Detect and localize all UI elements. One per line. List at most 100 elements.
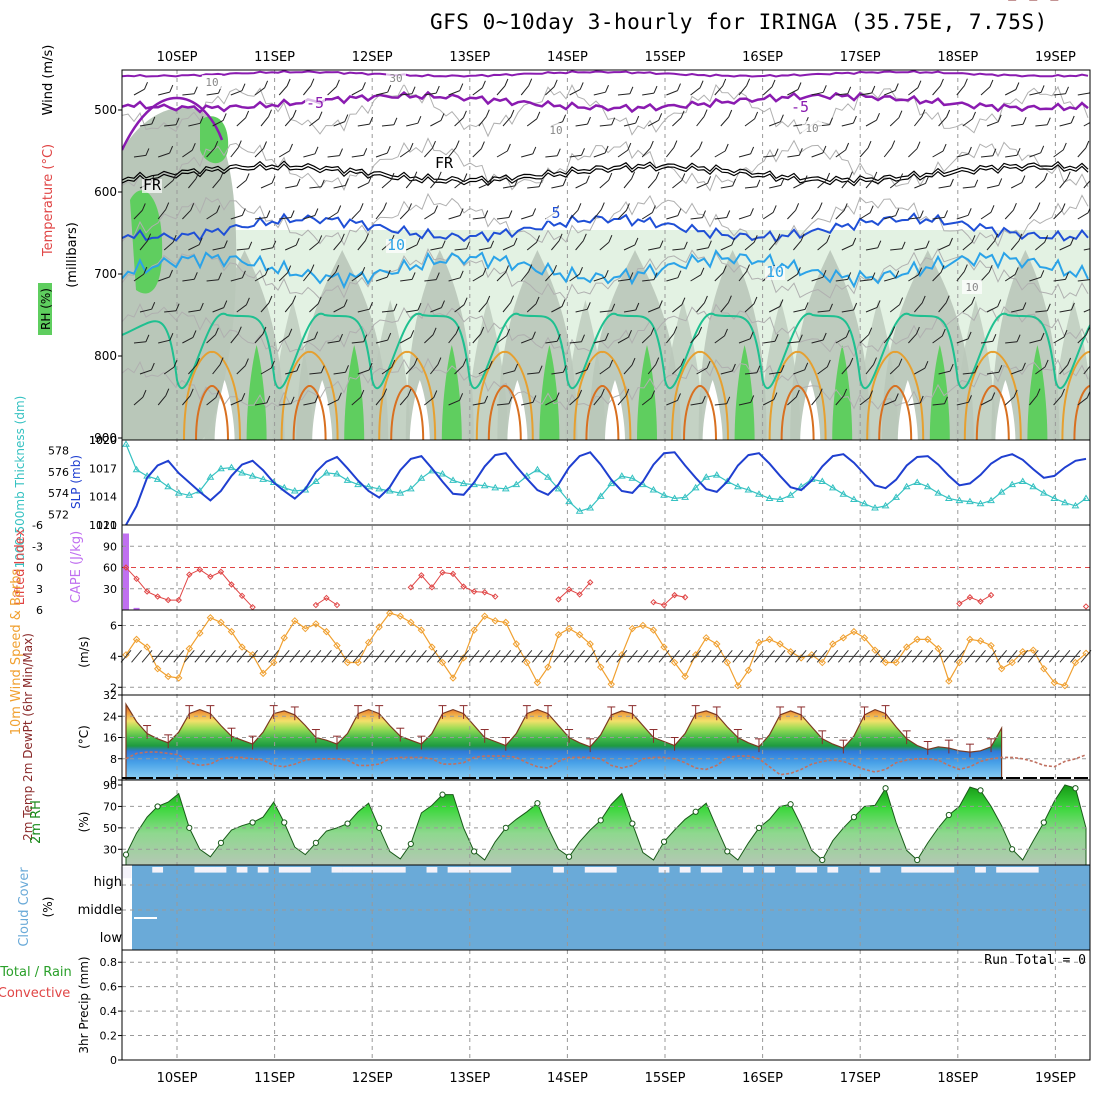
- wind-speed-point: [734, 682, 742, 690]
- rh-unit: (%): [77, 812, 91, 833]
- wind-barb-flag: [1061, 203, 1066, 211]
- contour-label: 10: [549, 124, 562, 137]
- cloud-gap: [194, 867, 206, 873]
- wind-barb-flag: [707, 176, 712, 184]
- wind-barb-flag: [756, 179, 761, 187]
- wind-barb: [303, 85, 312, 96]
- wind-barb-flag: [587, 116, 591, 125]
- wind-barb-flag: [724, 143, 729, 152]
- wind-barb: [545, 271, 554, 282]
- wind-barb-flag: [681, 297, 686, 305]
- wind-speed-point: [259, 669, 267, 678]
- wind-barb: [375, 276, 388, 282]
- wind-barb: [526, 118, 538, 127]
- wind-barb: [405, 178, 415, 189]
- cloud-gap: [363, 867, 375, 873]
- wind-barb: [720, 116, 730, 127]
- wind-barb: [986, 306, 998, 313]
- cloud-level-label: low: [100, 931, 123, 946]
- cloud-gap: [447, 867, 459, 873]
- wind-barb: [521, 401, 534, 406]
- wind-barb-flag: [459, 270, 464, 278]
- wind-speed-point: [533, 678, 542, 687]
- wind-speed-point: [818, 658, 826, 667]
- wind-barb-flag: [407, 388, 412, 397]
- wind-barb: [672, 304, 683, 313]
- wind-barb-flag: [919, 210, 924, 218]
- wind-barb-flag: [314, 331, 319, 339]
- wind-barb-flag: [1014, 267, 1019, 275]
- wind-barb: [666, 399, 678, 406]
- wind-barb: [230, 147, 239, 158]
- wind-barb-flag: [199, 116, 204, 124]
- wind-barb-flag: [756, 365, 761, 373]
- wind-barb: [811, 209, 820, 220]
- wind-speed-point: [153, 665, 162, 673]
- date-label-top: 17SEP: [840, 50, 881, 65]
- wind-barb-flag: [190, 203, 195, 211]
- lifted-index-point: [428, 584, 436, 591]
- wind-barb-flag: [466, 241, 470, 249]
- wind-unit: (m/s): [77, 636, 91, 667]
- wind-barb-flag: [917, 80, 922, 88]
- isotherm-20: [378, 350, 437, 440]
- wind-speed-point: [839, 634, 848, 642]
- wind-speed-point: [343, 658, 352, 667]
- thickness-point: [797, 482, 806, 490]
- wind-barb-flag: [411, 272, 416, 280]
- wind-barb: [1029, 339, 1042, 344]
- wind-barb-flag: [484, 395, 489, 404]
- wind-speed-point: [913, 635, 921, 644]
- wind-barb: [454, 180, 465, 189]
- wind-barb-flag: [609, 359, 614, 368]
- thickness-point: [227, 463, 236, 471]
- wind-barb-flag: [531, 331, 536, 339]
- wind-barb: [1077, 92, 1090, 96]
- thickness-point: [850, 495, 858, 502]
- wind-barb-flag: [582, 233, 587, 241]
- thickness-point: [702, 473, 711, 480]
- wind-barb-flag: [877, 240, 882, 248]
- wind-barb: [448, 399, 460, 406]
- wind-barb-flag: [262, 326, 267, 335]
- wind-barb-flag: [604, 145, 609, 154]
- isotherm-15: [122, 312, 1090, 390]
- cloud-gap: [975, 867, 986, 873]
- wind-barb-flag: [480, 326, 485, 335]
- wind-barb: [1004, 209, 1014, 220]
- thickness-point: [406, 484, 415, 492]
- wind-barb: [1029, 395, 1038, 406]
- wind-barb: [762, 211, 774, 220]
- isotherm-20: [1061, 350, 1090, 440]
- rh-area: [125, 784, 1087, 865]
- contour-label: 10: [205, 76, 218, 89]
- thickness-point: [902, 482, 911, 490]
- wind-barb-flag: [363, 148, 368, 156]
- thickness-point: [438, 470, 447, 477]
- wind-barb: [521, 338, 533, 344]
- date-label-bottom: 12SEP: [352, 1071, 393, 1086]
- wind-barb-flag: [359, 203, 364, 211]
- wind-barb: [327, 340, 340, 344]
- rh-ylabel: 2m RH: [29, 800, 44, 844]
- wind-barb: [424, 397, 435, 406]
- wind-barb: [980, 271, 990, 282]
- wind-barb: [327, 86, 337, 96]
- wind-barb-flag: [413, 171, 418, 179]
- wind-barb-flag: [223, 240, 228, 248]
- rh-point: [534, 800, 541, 807]
- wind-barb-flag: [677, 83, 681, 91]
- wind-barb-flag: [383, 388, 388, 396]
- wind-barb: [1029, 91, 1042, 96]
- wind-barb: [182, 209, 192, 220]
- wind-barb-flag: [432, 140, 436, 149]
- wind-barb-flag: [335, 79, 340, 87]
- wind-barb-flag: [949, 363, 954, 372]
- wind-barb-flag: [600, 388, 605, 396]
- wind-barb-flag: [625, 388, 630, 397]
- wind-barb: [133, 396, 144, 406]
- rh-point: [376, 824, 383, 831]
- wind-barb: [841, 122, 854, 127]
- wind-barb-flag: [946, 109, 951, 118]
- wind-barb-flag: [434, 205, 438, 213]
